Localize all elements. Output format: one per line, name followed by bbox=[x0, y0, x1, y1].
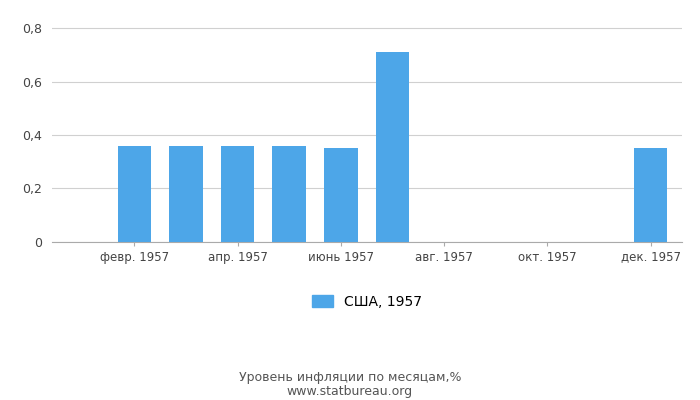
Bar bbox=[220, 146, 254, 242]
Bar bbox=[118, 146, 151, 242]
Bar bbox=[169, 146, 203, 242]
Bar bbox=[324, 148, 358, 242]
Bar bbox=[272, 146, 306, 242]
Bar bbox=[634, 148, 668, 242]
Text: www.statbureau.org: www.statbureau.org bbox=[287, 386, 413, 398]
Legend: США, 1957: США, 1957 bbox=[306, 289, 427, 314]
Text: Уровень инфляции по месяцам,%: Уровень инфляции по месяцам,% bbox=[239, 372, 461, 384]
Bar bbox=[376, 52, 410, 242]
